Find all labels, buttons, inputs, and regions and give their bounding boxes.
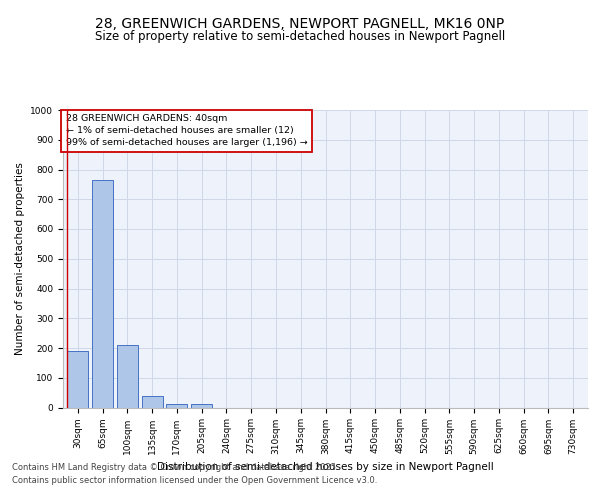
Text: Contains public sector information licensed under the Open Government Licence v3: Contains public sector information licen…	[12, 476, 377, 485]
Bar	[191, 404, 212, 407]
X-axis label: Distribution of semi-detached houses by size in Newport Pagnell: Distribution of semi-detached houses by …	[157, 462, 494, 472]
Text: 28, GREENWICH GARDENS, NEWPORT PAGNELL, MK16 0NP: 28, GREENWICH GARDENS, NEWPORT PAGNELL, …	[95, 18, 505, 32]
Bar	[92, 180, 113, 408]
Y-axis label: Number of semi-detached properties: Number of semi-detached properties	[15, 162, 25, 355]
Bar	[166, 404, 187, 407]
Bar	[117, 345, 138, 408]
Text: Size of property relative to semi-detached houses in Newport Pagnell: Size of property relative to semi-detach…	[95, 30, 505, 43]
Bar	[67, 351, 88, 408]
Bar	[142, 396, 163, 407]
Text: 28 GREENWICH GARDENS: 40sqm
← 1% of semi-detached houses are smaller (12)
99% of: 28 GREENWICH GARDENS: 40sqm ← 1% of semi…	[65, 114, 307, 147]
Text: Contains HM Land Registry data © Crown copyright and database right 2025.: Contains HM Land Registry data © Crown c…	[12, 464, 338, 472]
